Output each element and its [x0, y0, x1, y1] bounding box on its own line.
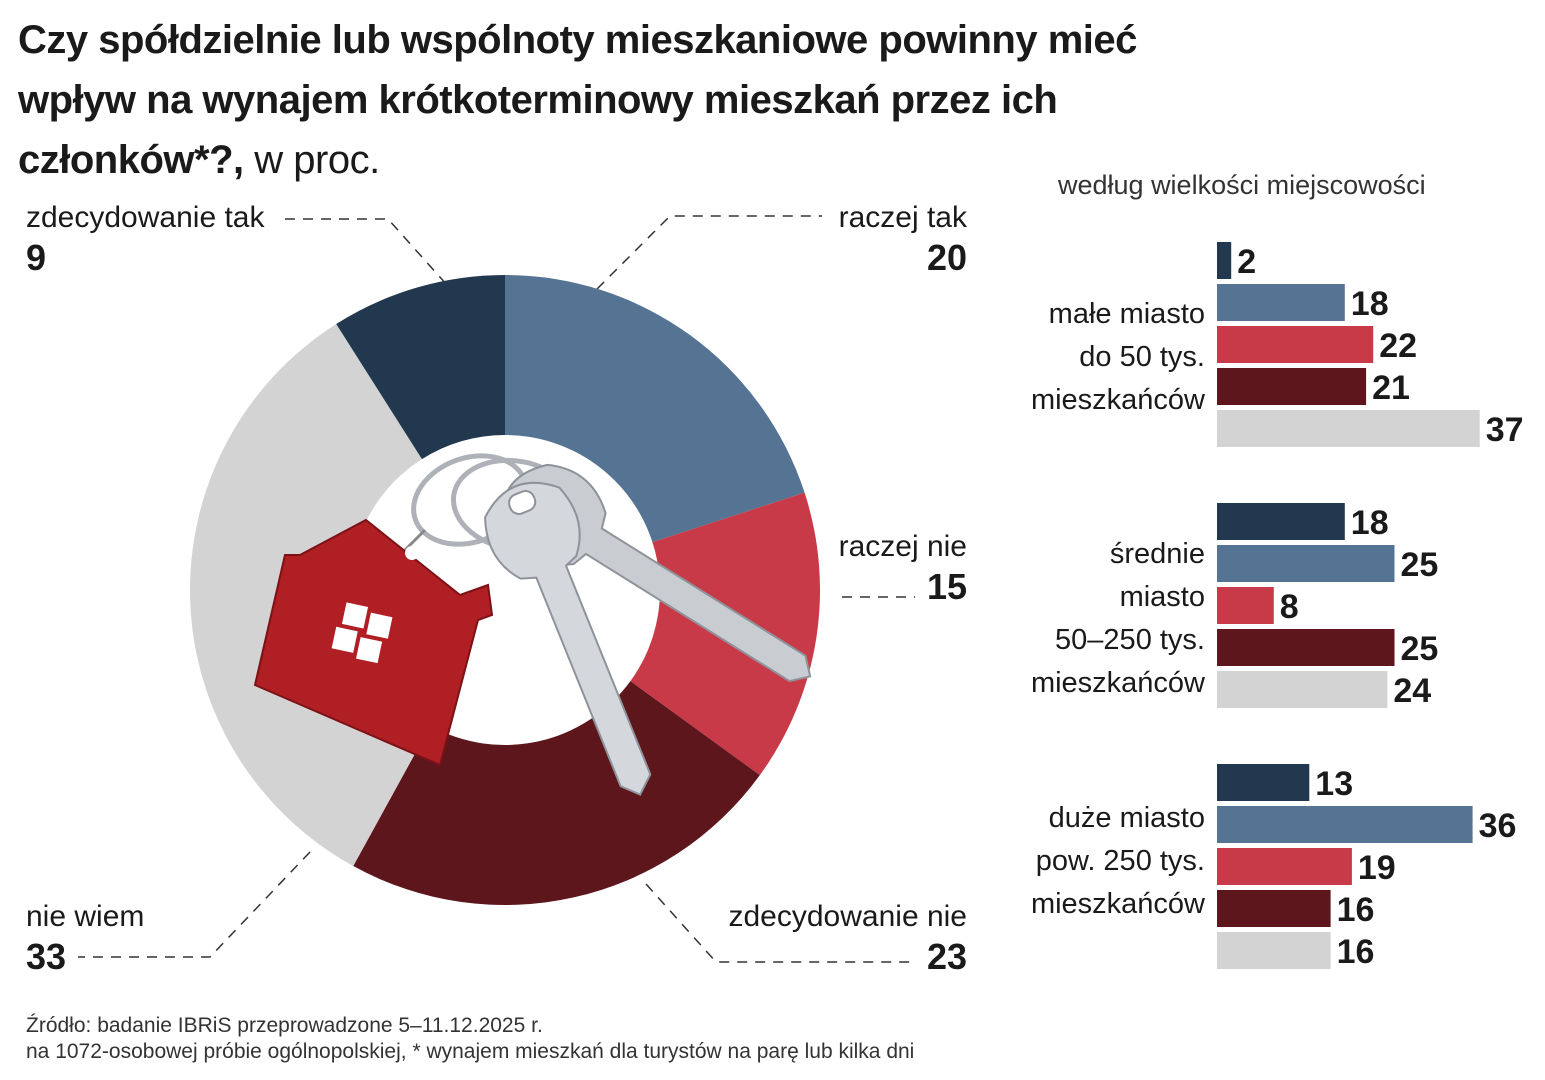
group-label-line: mieszkańców	[1030, 667, 1205, 699]
pie-label-text: zdecydowanie nie	[728, 900, 968, 933]
source-line-1: Źródło: badanie IBRiS przeprowadzone 5–1…	[26, 1014, 543, 1037]
pie-label-text: raczej nie	[838, 530, 967, 563]
bar-3-raczej-nie	[1217, 848, 1352, 885]
chart-title: Czy spółdzielnie lub wspólnoty mieszkani…	[18, 10, 1238, 190]
pie-value: 33	[26, 936, 67, 977]
bar-1-zdecydowanie-tak	[1217, 242, 1232, 279]
donut-slice-zdecydowanie-nie	[353, 681, 760, 906]
group-label-line: średnie	[1109, 538, 1205, 570]
house-keychain	[253, 518, 494, 767]
group-label-line: do 50 tys.	[1079, 341, 1205, 373]
pie-value: 15	[926, 566, 967, 607]
bar-value-label: 21	[1372, 369, 1410, 407]
bar-value-label: 24	[1393, 672, 1431, 710]
bar-2-nie-wiem	[1217, 671, 1388, 708]
bar-3-zdecydowanie-tak	[1217, 764, 1310, 801]
pie-label-text: zdecydowanie tak	[26, 201, 265, 234]
donut-slice-raczej-tak	[505, 275, 805, 543]
pie-label-text: raczej tak	[838, 201, 967, 234]
bar-chart: 2 18 22 21 37 18 25 8 25 24 13 36 19 16 16	[1217, 242, 1524, 971]
leader-lines	[78, 215, 915, 963]
key-middle	[484, 481, 652, 796]
source-note: Źródło: badanie IBRiS przeprowadzone 5–1…	[26, 1013, 914, 1065]
group-label-line: miasto	[1119, 581, 1205, 613]
bar-group-label-large-town: duże miasto pow. 250 tys. mieszkańców	[1031, 797, 1205, 926]
bar-value-label: 25	[1401, 630, 1439, 668]
pie-label-zdecydowanie-nie: zdecydowanie nie 23	[729, 897, 968, 977]
group-label-line: pow. 250 tys.	[1035, 845, 1205, 877]
bar-1-raczej-nie	[1217, 326, 1374, 363]
leader-line-zdecydowanie-nie	[645, 883, 915, 963]
leader-line-zdecydowanie-tak	[285, 218, 448, 286]
group-label-line: 50–250 tys.	[1055, 624, 1205, 656]
bar-value-label: 2	[1237, 243, 1256, 281]
house-window	[331, 602, 393, 664]
bar-group-label-small-town: małe miasto do 50 tys. mieszkańców	[1031, 293, 1205, 422]
pie-label-zdecydowanie-tak: zdecydowanie tak 9	[26, 198, 264, 278]
bar-value-label: 37	[1486, 411, 1524, 449]
keys-illustration	[253, 453, 812, 796]
bar-value-label: 18	[1351, 504, 1389, 542]
bar-value-label: 16	[1337, 933, 1375, 971]
bar-1-nie-wiem	[1217, 410, 1480, 447]
leader-line-nie-wiem	[78, 851, 311, 958]
pie-label-nie-wiem: nie wiem 33	[26, 897, 144, 977]
bar-2-raczej-tak	[1217, 545, 1395, 582]
chart-title-text: Czy spółdzielnie lub wspólnoty mieszkani…	[18, 18, 1137, 182]
bar-1-zdecydowanie-nie	[1217, 368, 1367, 405]
group-label-line: mieszkańców	[1030, 384, 1205, 416]
pie-value: 20	[926, 237, 967, 278]
pie-label-raczej-tak: raczej tak 20	[839, 198, 967, 278]
bar-chart-subtitle: według wielkości miejscowości	[1058, 170, 1426, 200]
bar-value-label: 25	[1401, 546, 1439, 584]
leader-line-raczej-tak	[596, 215, 822, 290]
bar-2-zdecydowanie-nie	[1217, 629, 1395, 666]
bar-value-label: 22	[1379, 327, 1417, 365]
bar-value-label: 13	[1315, 765, 1353, 803]
source-line-2: na 1072-osobowej próbie ogólnopolskiej, …	[26, 1040, 915, 1063]
pie-label-text: nie wiem	[26, 900, 145, 933]
bar-3-raczej-tak	[1217, 806, 1473, 843]
pie-label-raczej-nie: raczej nie 15	[839, 527, 967, 607]
bar-value-label: 18	[1351, 285, 1389, 323]
bar-3-zdecydowanie-nie	[1217, 890, 1331, 927]
bar-value-label: 19	[1358, 849, 1396, 887]
chart-title-unit: w proc.	[254, 138, 380, 182]
group-label-line: mieszkańców	[1030, 888, 1205, 920]
donut-slice-zdecydowanie-tak	[336, 275, 505, 460]
bar-value-label: 16	[1337, 891, 1375, 929]
bar-2-raczej-nie	[1217, 587, 1274, 624]
group-label-line: duże miasto	[1048, 802, 1205, 834]
bar-1-raczej-tak	[1217, 284, 1345, 321]
pie-value: 23	[926, 936, 967, 977]
bar-2-zdecydowanie-tak	[1217, 503, 1345, 540]
pie-value: 9	[26, 237, 47, 278]
group-label-line: małe miasto	[1048, 298, 1205, 330]
bar-group-label-medium-town: średnie miasto 50–250 tys. mieszkańców	[1031, 533, 1205, 705]
bar-value-label: 8	[1280, 588, 1299, 626]
bar-3-nie-wiem	[1217, 932, 1331, 969]
bar-value-label: 36	[1479, 807, 1517, 845]
